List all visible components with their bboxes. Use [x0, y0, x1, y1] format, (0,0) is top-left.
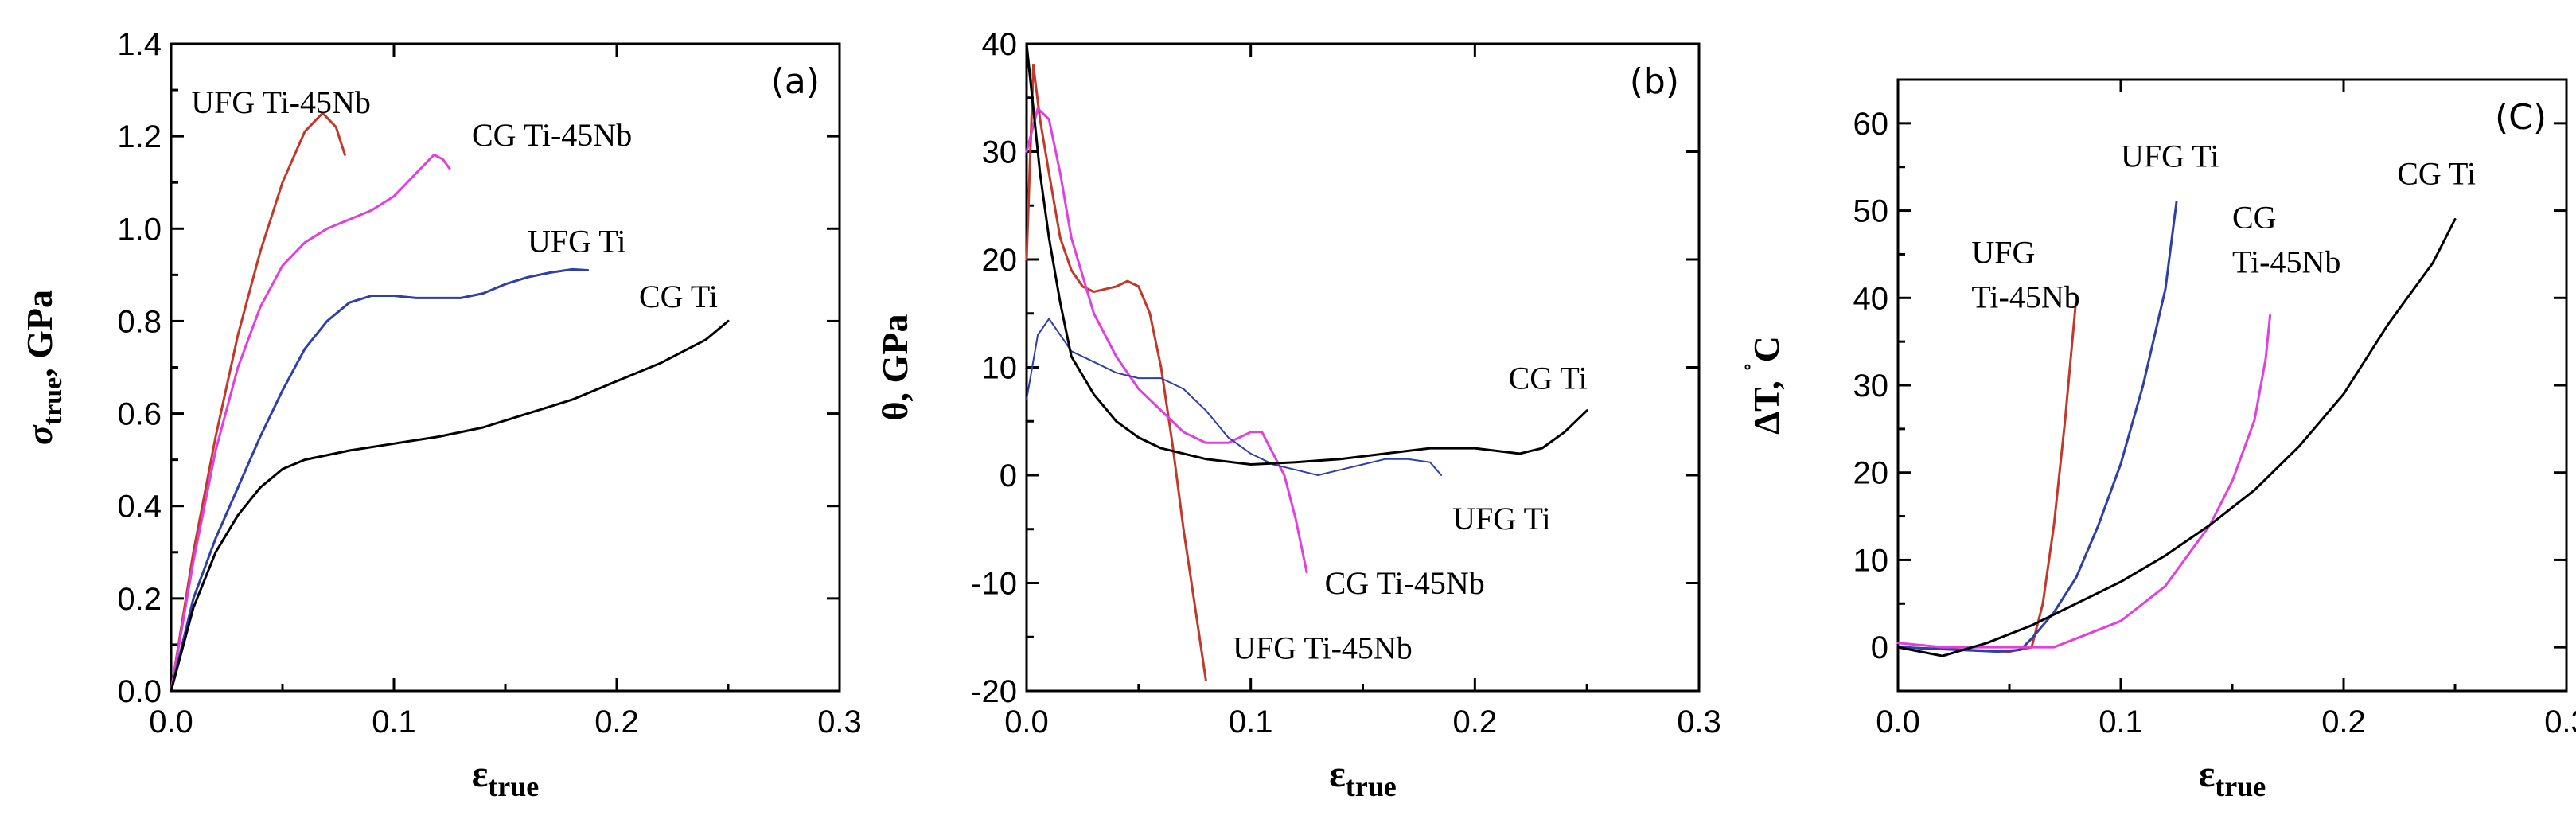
y-tick-label: 0.6	[117, 397, 162, 432]
panel-label: (a)	[771, 61, 820, 102]
series-label: CG Ti-45Nb	[1325, 565, 1485, 601]
y-tick-label: 40	[1853, 281, 1889, 316]
series-line-cg-ti-45nb	[1896, 314, 2272, 649]
x-tick-label: 0.1	[1229, 704, 1273, 739]
series-label: CG Ti-45Nb	[472, 117, 632, 153]
series-line-cg-ti	[1896, 218, 2457, 657]
x-tick-label: 0.3	[2544, 704, 2576, 739]
x-tick-label: 0.0	[1004, 704, 1049, 739]
y-tick-label: 1.2	[117, 119, 162, 154]
panel-label: (b)	[1630, 61, 1679, 102]
x-axis-title: εtrue	[1329, 753, 1397, 802]
series-line-ufg-ti	[1896, 201, 2178, 653]
y-tick-label: 1.4	[117, 27, 162, 62]
x-tick-label: 0.2	[1453, 704, 1498, 739]
y-tick-label: 1.0	[117, 212, 162, 247]
y-tick-label: 20	[982, 243, 1018, 278]
x-tick-label: 0.3	[1677, 704, 1721, 739]
series-label: UFG	[1971, 234, 2035, 270]
series-label: UFG Ti-45Nb	[1233, 630, 1413, 665]
series-label: UFG Ti	[528, 223, 625, 259]
x-tick-label: 0.1	[2099, 704, 2143, 739]
y-tick-label: -20	[971, 674, 1017, 709]
series-label: CG Ti	[639, 279, 718, 314]
series-label: CG Ti	[1509, 361, 1588, 396]
x-axis-title: εtrue	[2199, 753, 2266, 802]
y-tick-label: 10	[982, 351, 1018, 386]
series-line-ufg-ti	[170, 267, 590, 692]
x-tick-label: 0.0	[1876, 704, 1920, 739]
x-tick-label: 0.2	[594, 704, 639, 739]
y-tick-label: 0	[1000, 458, 1017, 494]
series-label: UFG Ti	[1452, 501, 1550, 536]
series-line-cg-ti	[170, 319, 730, 692]
y-axis-title: σtrue, GPa	[19, 290, 68, 445]
y-tick-label: 50	[1853, 194, 1889, 229]
panel-label: (C)	[2495, 97, 2547, 138]
y-tick-label: 30	[1853, 369, 1889, 404]
chart-panel-1: 0.0 0.1 0.2 0.3 0.0 0.2 0.4 0.6 0.8 1.0 1.2 1.4 UFG …	[19, 27, 862, 802]
y-tick-label: 30	[982, 135, 1018, 170]
series-line-cg-ti	[1025, 42, 1588, 466]
y-tick-label: 0.0	[117, 674, 162, 709]
series-label: UFG Ti-45Nb	[191, 84, 371, 120]
y-tick-label: 0	[1871, 630, 1888, 665]
y-tick-label: -10	[971, 567, 1017, 602]
x-axis-title: εtrue	[472, 753, 540, 802]
series-label: CG	[2232, 200, 2277, 236]
chart-panel-2: 0.0 0.1 0.2 0.3 -20 -10 0 10 20 30 40 UFG Ti-45Nb CG…	[875, 27, 1721, 802]
series-line-ufg-ti-45nb	[170, 111, 346, 692]
series-line-ufg-ti-45nb	[1896, 296, 2078, 653]
x-tick-label: 0.2	[2321, 704, 2366, 739]
series-line-ufg-ti	[1026, 318, 1443, 476]
y-tick-label: 0.8	[117, 304, 162, 339]
chart-panel-3: 0.0 0.1 0.2 0.3 0 10 20 30 40 50 60 UFG Ti-45Nb UFG T…	[1741, 78, 2576, 802]
series-label: CG Ti	[2397, 156, 2476, 192]
series-label: Ti-45Nb	[2232, 244, 2340, 280]
y-tick-label: 0.2	[117, 582, 162, 617]
x-tick-label: 0.1	[372, 704, 416, 739]
series-line-cg-ti-45nb	[170, 153, 451, 692]
y-tick-label: 20	[1853, 456, 1889, 491]
y-axis-title: ΔT, ˚C	[1741, 336, 1787, 435]
series-line-cg-ti-45nb	[1025, 107, 1308, 574]
y-tick-label: 40	[982, 27, 1018, 62]
x-tick-label: 0.3	[817, 704, 862, 739]
x-tick-label: 0.0	[149, 704, 193, 739]
y-tick-label: 60	[1853, 107, 1889, 142]
y-axis-title: θ, GPa	[875, 314, 915, 421]
series-label: Ti-45Nb	[1971, 279, 2079, 314]
y-tick-label: 0.4	[117, 490, 162, 525]
series-label: UFG Ti	[2121, 138, 2219, 174]
y-tick-label: 10	[1853, 543, 1889, 578]
series-line-ufg-ti-45nb	[1025, 64, 1207, 681]
